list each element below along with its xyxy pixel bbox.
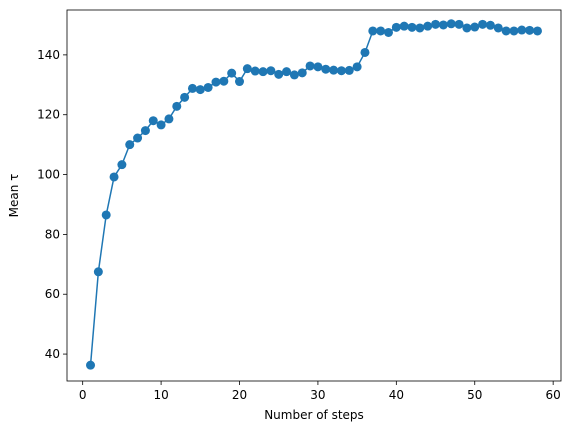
data-point bbox=[109, 172, 119, 182]
data-point bbox=[156, 120, 166, 130]
data-point bbox=[329, 65, 339, 75]
data-point bbox=[266, 66, 276, 76]
data-point bbox=[470, 22, 480, 32]
data-point bbox=[125, 140, 135, 150]
series-layer bbox=[86, 19, 542, 370]
data-point bbox=[195, 85, 205, 95]
data-point bbox=[305, 61, 315, 71]
data-point bbox=[352, 62, 362, 72]
data-point bbox=[172, 101, 182, 111]
data-point bbox=[133, 133, 143, 143]
data-point bbox=[532, 26, 542, 36]
data-point bbox=[289, 70, 299, 80]
x-tick-label: 60 bbox=[546, 388, 561, 402]
data-point bbox=[399, 21, 409, 31]
data-point bbox=[509, 26, 519, 36]
data-point bbox=[180, 92, 190, 102]
data-point bbox=[407, 22, 417, 32]
data-point bbox=[493, 23, 503, 33]
x-tick-label: 50 bbox=[467, 388, 482, 402]
data-point bbox=[383, 27, 393, 37]
data-point bbox=[93, 267, 103, 277]
y-tick-label: 100 bbox=[37, 168, 60, 182]
y-tick-label: 80 bbox=[45, 227, 60, 241]
data-point bbox=[313, 62, 323, 72]
data-point bbox=[376, 26, 386, 36]
data-point bbox=[140, 126, 150, 136]
data-point bbox=[423, 21, 433, 31]
data-point bbox=[203, 82, 213, 92]
data-point bbox=[282, 67, 292, 77]
data-point bbox=[368, 26, 378, 36]
y-tick-label: 120 bbox=[37, 108, 60, 122]
x-tick-label: 40 bbox=[389, 388, 404, 402]
data-point bbox=[321, 64, 331, 74]
data-point bbox=[148, 116, 158, 126]
x-tick-label: 0 bbox=[79, 388, 87, 402]
x-tick-label: 20 bbox=[232, 388, 247, 402]
data-point bbox=[454, 19, 464, 29]
data-point bbox=[415, 23, 425, 33]
y-tick-label: 40 bbox=[45, 347, 60, 361]
data-point bbox=[360, 47, 370, 57]
data-point bbox=[219, 76, 229, 86]
data-point bbox=[235, 77, 245, 87]
data-point bbox=[501, 26, 511, 36]
data-point bbox=[485, 20, 495, 30]
data-point bbox=[431, 19, 441, 29]
data-point bbox=[525, 25, 535, 35]
data-point bbox=[227, 68, 237, 78]
y-tick-label: 60 bbox=[45, 287, 60, 301]
data-point bbox=[187, 83, 197, 93]
data-point bbox=[211, 77, 221, 87]
x-tick-label: 10 bbox=[153, 388, 168, 402]
x-axis-label: Number of steps bbox=[264, 408, 364, 422]
data-point bbox=[164, 114, 174, 124]
data-point bbox=[462, 23, 472, 33]
data-point bbox=[446, 19, 456, 29]
data-point bbox=[438, 20, 448, 30]
data-point bbox=[274, 69, 284, 79]
data-point bbox=[258, 67, 268, 77]
data-point bbox=[344, 65, 354, 75]
y-axis-label: Mean τ bbox=[7, 174, 21, 218]
data-point bbox=[242, 64, 252, 74]
y-tick-label: 140 bbox=[37, 48, 60, 62]
data-point bbox=[101, 210, 111, 220]
data-point bbox=[297, 68, 307, 78]
ticks-layer: 0 10 20 30 40 50 60 40 60 80 100 120 140 bbox=[37, 48, 561, 402]
data-point bbox=[478, 19, 488, 29]
data-point bbox=[336, 66, 346, 76]
data-point bbox=[517, 25, 527, 35]
x-tick-label: 30 bbox=[310, 388, 325, 402]
data-point bbox=[391, 22, 401, 32]
data-point bbox=[250, 66, 260, 76]
data-point bbox=[86, 360, 96, 370]
plot-frame bbox=[66, 9, 562, 382]
data-point bbox=[117, 160, 127, 170]
